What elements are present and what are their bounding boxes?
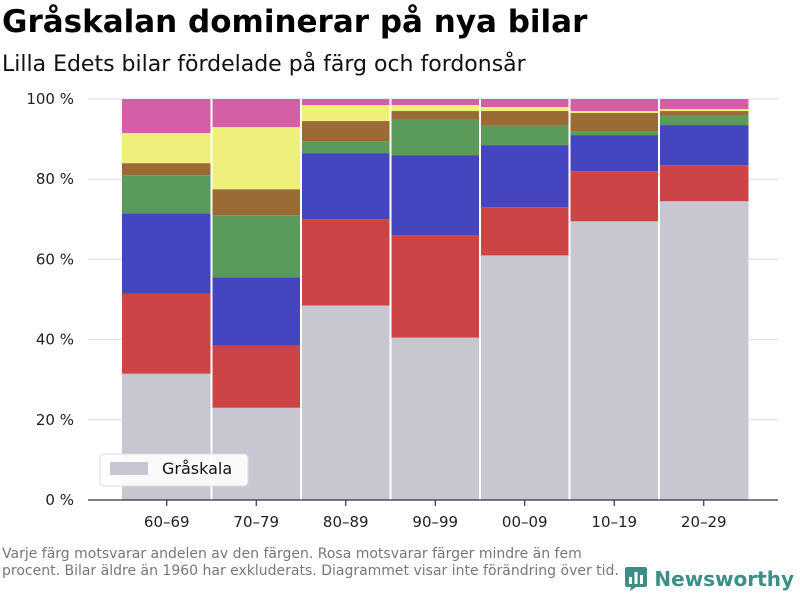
x-tick-label: 70–79: [233, 513, 279, 531]
x-tick-label: 60–69: [144, 513, 190, 531]
bar-chart-logo-icon: [625, 567, 648, 591]
y-tick-label: 40 %: [36, 331, 74, 349]
bar-segment-series-3: [211, 277, 301, 346]
bar-segment-series-4: [480, 125, 570, 146]
bar-segment-series-5: [569, 113, 659, 132]
bar-segment-series-5: [480, 111, 570, 126]
stacked-bar-chart: 0 % 20 % 40 % 60 % 80 % 100 % 60–69 70–79 80–89…: [26, 90, 778, 531]
bar-segment-series-7: [122, 99, 212, 134]
bar-segment-gråskala: [569, 221, 659, 500]
x-axis-ticks: 60–69 70–79 80–89 90–99 00–09 10–19 20–29: [144, 500, 727, 531]
bar-segment-series-5: [122, 163, 212, 176]
footnote: Varje färg motsvarar andelen av den färg…: [2, 546, 619, 579]
y-tick-label: 0 %: [45, 491, 74, 509]
bar-segment-series-6: [122, 133, 212, 164]
bar-segment-series-5: [301, 121, 391, 142]
bar-segment-gråskala: [301, 305, 391, 500]
y-tick-label: 60 %: [36, 250, 74, 268]
bar-segment-series-2: [122, 293, 212, 374]
bar-segment-series-7: [301, 99, 391, 106]
bar-segment-series-4: [569, 131, 659, 136]
bar-segment-gråskala: [390, 337, 480, 500]
bar-segment-series-3: [301, 153, 391, 220]
bar-segment-series-6: [659, 109, 749, 112]
y-tick-label: 100 %: [26, 90, 74, 108]
bar-segment-series-7: [211, 99, 301, 128]
legend-swatch: [110, 462, 148, 475]
bar-segment-series-6: [301, 105, 391, 122]
newsworthy-logo: Newsworthy: [624, 566, 794, 592]
bar-segment-series-7: [480, 99, 570, 108]
x-tick-label: 80–89: [323, 513, 369, 531]
bar-segment-series-3: [390, 155, 480, 236]
bar-segment-series-2: [301, 219, 391, 306]
bars: [122, 98, 749, 500]
bar-segment-series-2: [390, 235, 480, 338]
bar-segment-series-2: [569, 171, 659, 222]
bar-segment-series-7: [569, 99, 659, 112]
legend-label: Gråskala: [162, 459, 232, 478]
bar-segment-series-4: [122, 175, 212, 214]
chart-subtitle: Lilla Edets bilar fördelade på färg och …: [2, 52, 526, 77]
bar-segment-series-4: [211, 215, 301, 278]
x-tick-label: 10–19: [591, 513, 637, 531]
bar-segment-series-4: [390, 119, 480, 156]
y-tick-label: 20 %: [36, 411, 74, 429]
bar-segment-series-2: [211, 345, 301, 408]
bar-segment-series-4: [301, 141, 391, 154]
bar-segment-series-3: [569, 135, 659, 172]
bar-segment-series-6: [480, 107, 570, 112]
bar-segment-gråskala: [659, 201, 749, 500]
bar-segment-series-6: [569, 111, 659, 114]
bar-segment-series-2: [659, 165, 749, 202]
y-axis-ticks: 0 % 20 % 40 % 60 % 80 % 100 %: [26, 90, 74, 509]
brand-name: Newsworthy: [654, 567, 794, 591]
bar-segment-series-7: [390, 99, 480, 106]
bar-segment-series-5: [390, 111, 480, 120]
bar-segment-series-3: [122, 213, 212, 294]
bar-segment-series-3: [659, 125, 749, 166]
bar-segment-gråskala: [480, 255, 570, 500]
x-tick-label: 00–09: [502, 513, 548, 531]
bar-segment-series-2: [480, 207, 570, 256]
bar-segment-series-6: [211, 127, 301, 190]
bar-segment-series-5: [211, 189, 301, 216]
legend: Gråskala: [99, 453, 249, 487]
bar-segment-series-4: [659, 115, 749, 126]
x-tick-label: 90–99: [412, 513, 458, 531]
y-tick-label: 80 %: [36, 170, 74, 188]
bar-segment-series-6: [390, 105, 480, 112]
chart-title: Gråskalan dominerar på nya bilar: [2, 4, 588, 40]
bar-segment-series-3: [480, 145, 570, 208]
bar-segment-series-5: [659, 111, 749, 116]
bar-segment-series-7: [659, 99, 749, 110]
x-tick-label: 20–29: [681, 513, 727, 531]
